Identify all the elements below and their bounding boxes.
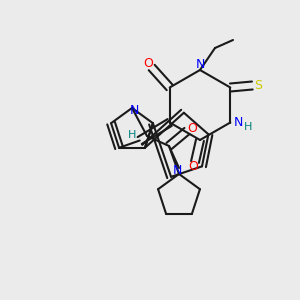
Text: O: O [143, 57, 153, 70]
Text: N: N [129, 103, 139, 116]
Text: O: O [188, 160, 198, 173]
Text: S: S [254, 79, 262, 92]
Text: N: N [234, 116, 243, 129]
Text: N: N [172, 164, 182, 178]
Text: O: O [187, 122, 197, 136]
Text: H: H [244, 122, 253, 133]
Text: N: N [195, 58, 205, 71]
Text: H: H [128, 130, 136, 140]
